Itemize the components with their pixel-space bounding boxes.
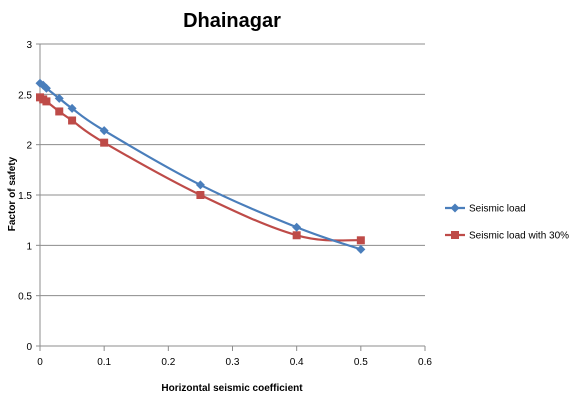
legend: Seismic load Seismic load with 30% M.c. — [445, 203, 572, 242]
legend-label-1: Seismic load — [469, 204, 526, 215]
data-point-1-5 — [67, 103, 77, 113]
data-point-1-8 — [292, 222, 302, 232]
chart-title: Dhainagar — [183, 10, 281, 32]
legend-marker-2 — [451, 231, 459, 239]
y-axis-title: Factor of safety — [7, 156, 18, 231]
series-line-2 — [39, 96, 361, 242]
data-point-2-9 — [356, 236, 365, 245]
y-axis-tick-labels: 0 0.5 1 1.5 2 2.5 3 — [18, 40, 32, 353]
data-point-2-6 — [100, 138, 109, 147]
y-tick-label-2: 2 — [26, 141, 32, 152]
series-line-1 — [39, 82, 362, 251]
x-tick-label-0.5: 0.5 — [354, 357, 368, 368]
x-tick-label-0.4: 0.4 — [290, 357, 304, 368]
x-axis-title: Horizontal seismic coefficient — [161, 383, 303, 394]
x-tick-label-0.3: 0.3 — [226, 357, 240, 368]
x-tick-label-0.6: 0.6 — [418, 357, 432, 368]
legend-marker-1 — [450, 203, 460, 213]
axes — [36, 43, 426, 351]
x-axis-tick-labels: 0 0.1 0.2 0.3 0.4 0.5 0.6 — [37, 357, 432, 368]
gridlines — [40, 43, 425, 297]
data-point-1-3 — [41, 83, 51, 93]
data-point-2-7 — [196, 191, 205, 199]
data-point-1-7 — [195, 180, 205, 190]
series-1 — [35, 78, 366, 254]
data-point-1-4 — [54, 93, 64, 103]
data-point-2-3 — [42, 97, 51, 106]
y-tick-label-1.5: 1.5 — [18, 191, 32, 202]
y-tick-label-0.5: 0.5 — [18, 292, 32, 303]
data-point-1-6 — [99, 126, 109, 136]
x-tick-label-0.2: 0.2 — [161, 357, 175, 368]
y-tick-label-2.5: 2.5 — [18, 90, 32, 101]
x-tick-label-0: 0 — [37, 357, 43, 368]
y-tick-label-0: 0 — [26, 342, 32, 353]
y-tick-label-1: 1 — [26, 241, 32, 252]
data-point-2-5 — [68, 116, 77, 125]
legend-label-2: Seismic load with 30% M.c. — [469, 231, 572, 242]
data-point-1-9 — [356, 244, 366, 254]
x-tick-label-0.1: 0.1 — [97, 357, 111, 368]
data-point-2-4 — [55, 107, 64, 116]
series-2 — [36, 93, 365, 245]
y-tick-label-3: 3 — [26, 40, 32, 51]
series-layer — [35, 78, 366, 254]
data-point-2-8 — [292, 231, 301, 240]
